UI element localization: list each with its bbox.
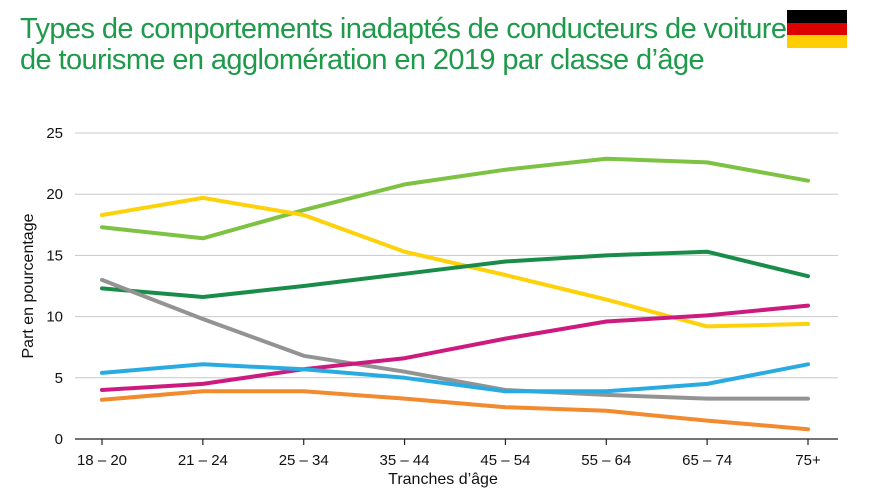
y-tick-label-15: 15 xyxy=(46,247,63,264)
series-line-3 xyxy=(100,277,810,401)
flag-stripe-black xyxy=(787,10,847,23)
series-line-5 xyxy=(100,362,810,394)
series-line-6 xyxy=(100,389,810,432)
flag-stripe-red xyxy=(787,22,847,36)
y-tick-label-0: 0 xyxy=(55,431,63,448)
series-line-2 xyxy=(100,249,810,299)
flag-stripe-gold xyxy=(787,35,847,48)
series-line-0 xyxy=(100,156,810,241)
x-tick-label-3: 35 – 44 xyxy=(380,452,430,469)
y-axis-title: Part en pourcentage xyxy=(20,213,37,358)
x-tick-label-2: 25 – 34 xyxy=(279,452,329,469)
x-tick-label-4: 45 – 54 xyxy=(480,452,530,469)
y-tick-label-10: 10 xyxy=(46,309,63,326)
x-tick-label-7: 75+ xyxy=(795,452,821,469)
germany-flag-icon xyxy=(787,10,847,48)
y-tick-label-20: 20 xyxy=(46,186,63,203)
chart-title-line-2: de tourisme en agglomération en 2019 par… xyxy=(20,44,705,76)
x-tick-label-0: 18 – 20 xyxy=(77,452,127,469)
chart-title-line-1: Types de comportements inadaptés de cond… xyxy=(20,13,801,45)
x-tick-label-6: 65 – 74 xyxy=(682,452,732,469)
x-axis-title: Tranches d’âge xyxy=(388,471,498,488)
y-tick-label-25: 25 xyxy=(46,125,63,142)
y-tick-label-5: 5 xyxy=(55,370,63,387)
series-line-1 xyxy=(100,195,810,329)
chart-title: Types de comportements inadaptés de cond… xyxy=(20,13,801,76)
x-tick-label-1: 21 – 24 xyxy=(178,452,228,469)
series-line-4 xyxy=(100,303,810,392)
x-tick-label-5: 55 – 64 xyxy=(581,452,631,469)
